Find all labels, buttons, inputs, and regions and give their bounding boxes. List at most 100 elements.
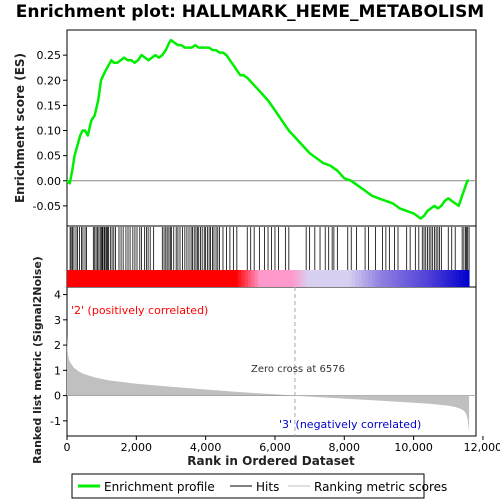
es-y-tick-label: 0.15 <box>37 99 62 112</box>
metric-y-ticks: -1 0 1 2 3 4 <box>50 289 67 428</box>
zero-cross-label: Zero cross at 6576 <box>251 364 345 375</box>
heatmap-segment <box>381 270 386 287</box>
es-y-tick-label: -0.05 <box>33 200 61 213</box>
heatmap-segment <box>140 270 145 287</box>
heatmap-segment <box>435 270 440 287</box>
heatmap-segment <box>157 270 162 287</box>
heatmap-segment <box>184 270 189 287</box>
negative-correlation-label: '3' (negatively correlated) <box>279 418 421 431</box>
heatmap-segment <box>314 270 319 287</box>
es-curve-group <box>66 38 476 220</box>
heatmap-segment <box>294 270 299 287</box>
heatmap-segment <box>428 270 433 287</box>
chart-title: Enrichment plot: HALLMARK_HEME_METABOLIS… <box>16 2 484 22</box>
heatmap-segment <box>180 270 185 287</box>
heatmap-segment <box>164 270 169 287</box>
heatmap-segment <box>177 270 182 287</box>
heatmap-segment <box>187 270 192 287</box>
heatmap-segment <box>80 270 85 287</box>
metric-group <box>67 287 476 436</box>
heatmap-segment <box>438 270 443 287</box>
es-y-tick-label: 0.00 <box>37 175 62 188</box>
heatmap-segment <box>304 270 309 287</box>
heatmap-segment <box>351 270 356 287</box>
heatmap-segment <box>190 270 195 287</box>
heatmap-segment <box>301 270 306 287</box>
x-tick-label: 10,000 <box>394 441 433 454</box>
heatmap-segment <box>392 270 396 287</box>
heatmap-segment <box>355 270 359 287</box>
heatmap-segment <box>154 270 158 287</box>
heatmap-segment <box>147 270 152 287</box>
legend-label-enrichment: Enrichment profile <box>104 480 215 494</box>
heatmap-segment <box>291 270 296 287</box>
metric-y-tick-label: 3 <box>54 314 61 327</box>
heatmap-segment <box>402 270 406 287</box>
heatmap-segment <box>217 270 222 287</box>
heatmap-segment <box>204 270 209 287</box>
legend-label-hits: Hits <box>256 480 279 494</box>
metric-y-tick-label: 1 <box>54 364 61 377</box>
heatmap-segment <box>398 270 403 287</box>
heatmap-segment <box>127 270 132 287</box>
heatmap-segment <box>207 270 212 287</box>
heatmap-segment <box>137 270 142 287</box>
heatmap-segment <box>83 270 88 287</box>
heatmap-segment <box>110 270 115 287</box>
legend-label-metric: Ranking metric scores <box>314 480 447 494</box>
heatmap-segment <box>395 270 400 287</box>
positive-correlation-label: '2' (positively correlated) <box>71 304 208 317</box>
heatmap-segment <box>415 270 420 287</box>
heatmap-segment <box>341 270 346 287</box>
heatmap-segment <box>405 270 410 287</box>
heatmap-segment <box>284 270 289 287</box>
heatmap-segment <box>465 270 470 287</box>
heatmap-segment <box>144 270 148 287</box>
heatmap-segment <box>251 270 256 287</box>
heatmap-segment <box>278 270 282 287</box>
heatmap-segment <box>324 270 329 287</box>
heatmap-segment <box>455 270 460 287</box>
heatmap-segment <box>120 270 125 287</box>
heatmap-segment <box>167 270 172 287</box>
heatmap-segment <box>412 270 416 287</box>
heatmap-segment <box>73 270 78 287</box>
heatmap-segment <box>442 270 447 287</box>
heatmap-segment <box>345 270 349 287</box>
heatmap-segment <box>368 270 373 287</box>
heatmap-segment <box>247 270 252 287</box>
heatmap-segment <box>254 270 259 287</box>
heatmap-segment <box>211 270 215 287</box>
x-tick-label: 2,000 <box>121 441 153 454</box>
heatmap-segment <box>194 270 199 287</box>
heatmap-segment <box>452 270 457 287</box>
heatmap-segment <box>321 270 326 287</box>
heatmap-segment <box>257 270 262 287</box>
heatmap-segment <box>227 270 232 287</box>
heatmap-segment <box>271 270 276 287</box>
heatmap-segment <box>174 270 179 287</box>
heatmap-segment <box>281 270 286 287</box>
heatmap-segment <box>261 270 266 287</box>
heatmap-segment <box>100 270 105 287</box>
heatmap-segment <box>361 270 366 287</box>
es-y-tick-label: 0.10 <box>37 125 62 138</box>
heatmap-segment <box>150 270 155 287</box>
heatmap-segment <box>93 270 98 287</box>
heatmap-segment <box>103 270 108 287</box>
heatmap-segment <box>311 270 316 287</box>
heatmap-segment <box>77 270 81 287</box>
heatmap-segment <box>308 270 313 287</box>
heatmap-segment <box>97 270 102 287</box>
heatmap-segment <box>445 270 450 287</box>
heatmap-segment <box>335 270 339 287</box>
heatmap-segment <box>117 270 122 287</box>
heatmap-segment <box>328 270 333 287</box>
heatmap-segment <box>134 270 138 287</box>
heatmap-segment <box>365 270 370 287</box>
es-y-axis-label: Enrichment score (ES) <box>13 53 27 203</box>
metric-y-tick-label: 4 <box>54 289 61 302</box>
heatmap-segment <box>274 270 279 287</box>
x-tick-label: 0 <box>64 441 71 454</box>
